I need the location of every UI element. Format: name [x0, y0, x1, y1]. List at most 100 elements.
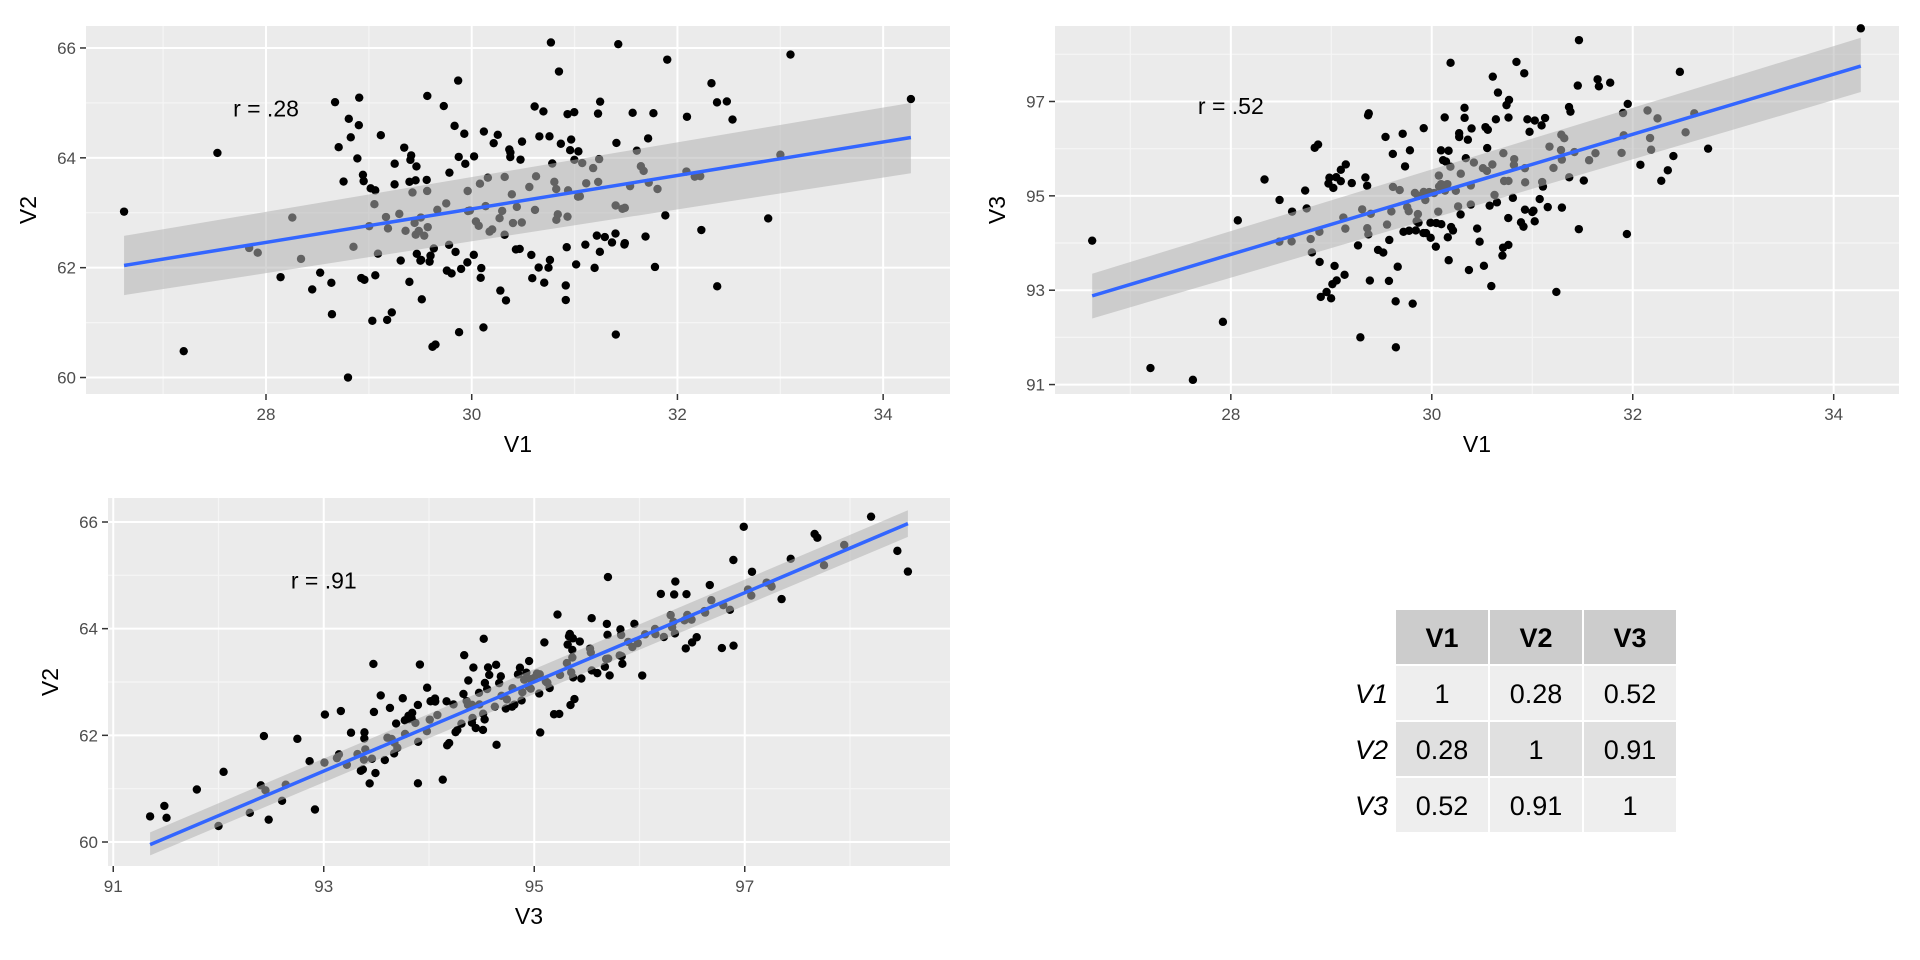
- data-point: [581, 240, 590, 249]
- data-point: [607, 238, 617, 247]
- data-point: [1579, 176, 1589, 185]
- data-point: [566, 700, 575, 710]
- data-point: [320, 710, 330, 719]
- data-point: [516, 155, 525, 164]
- data-point: [1464, 265, 1474, 275]
- data-point: [460, 650, 469, 660]
- data-point: [681, 644, 690, 653]
- data-point: [570, 107, 579, 117]
- data-point: [611, 330, 621, 339]
- data-point: [353, 154, 362, 163]
- table-header-label: V2: [1519, 623, 1552, 653]
- data-point: [553, 610, 562, 619]
- data-point: [493, 130, 502, 139]
- data-point: [1622, 229, 1632, 239]
- data-point: [491, 660, 501, 669]
- data-point: [354, 120, 364, 130]
- data-point: [417, 295, 427, 304]
- data-point: [1421, 228, 1431, 238]
- data-point: [556, 139, 566, 148]
- data-point: [369, 659, 378, 669]
- data-point: [1443, 233, 1453, 242]
- data-point: [476, 273, 485, 283]
- data-point: [396, 256, 405, 265]
- data-point: [477, 263, 486, 273]
- data-point: [729, 641, 738, 650]
- data-point: [1146, 363, 1155, 373]
- data-point: [119, 207, 129, 216]
- data-point: [376, 130, 386, 140]
- data-point: [641, 232, 650, 241]
- data-point: [722, 97, 732, 106]
- data-point: [707, 79, 716, 88]
- data-point: [739, 522, 748, 531]
- data-point: [649, 109, 658, 118]
- data-point: [1475, 237, 1484, 246]
- data-point: [1437, 220, 1446, 229]
- data-point: [1384, 276, 1394, 286]
- data-point: [339, 177, 348, 186]
- x-tick-label: 30: [462, 405, 481, 424]
- scatter-v3-v2: 91 93 95 97 60 62 64 66 r = .91 V3 V2: [37, 498, 950, 929]
- data-point: [1391, 343, 1401, 352]
- data-point: [1485, 201, 1494, 210]
- data-point: [390, 159, 399, 168]
- data-point: [463, 258, 472, 267]
- data-point: [1365, 276, 1375, 285]
- data-point: [527, 250, 536, 260]
- data-point: [1391, 297, 1400, 306]
- data-point: [1472, 224, 1482, 233]
- data-point: [1502, 100, 1511, 110]
- data-point: [663, 55, 672, 64]
- data-point: [496, 286, 505, 295]
- data-point: [1233, 216, 1243, 225]
- data-point: [442, 697, 451, 706]
- data-point: [661, 211, 670, 220]
- table-cell-value: 1: [1434, 679, 1449, 709]
- data-point: [416, 255, 426, 265]
- data-point: [305, 757, 314, 766]
- y-tick-label: 95: [1026, 187, 1045, 206]
- data-point: [1218, 317, 1228, 327]
- x-tick-label: 34: [874, 405, 893, 424]
- data-point: [1564, 102, 1574, 112]
- data-point: [602, 619, 612, 629]
- data-point: [451, 247, 460, 257]
- data-point: [1400, 162, 1410, 171]
- table-cell: [1584, 778, 1676, 832]
- data-point: [1436, 146, 1446, 155]
- data-point: [464, 676, 473, 685]
- data-point: [1492, 198, 1502, 207]
- data-point: [162, 813, 171, 823]
- correlation-annotation: r = .91: [291, 568, 357, 594]
- x-tick-label: 91: [104, 877, 123, 896]
- data-point: [489, 138, 498, 148]
- data-point: [438, 775, 447, 784]
- data-point: [1493, 88, 1503, 97]
- data-point: [595, 97, 605, 106]
- data-point: [1356, 333, 1365, 342]
- y-tick-label: 66: [79, 513, 98, 532]
- data-point: [1703, 144, 1713, 153]
- data-point: [682, 589, 691, 599]
- data-point: [360, 728, 369, 737]
- data-point: [587, 613, 596, 623]
- data-point: [712, 98, 722, 107]
- data-point: [444, 738, 454, 748]
- data-point: [1446, 58, 1455, 68]
- data-point: [405, 714, 414, 724]
- data-point: [593, 109, 603, 118]
- data-point: [415, 660, 425, 669]
- data-point: [1440, 113, 1449, 122]
- correlation-annotation: r = .52: [1198, 93, 1264, 119]
- data-point: [712, 282, 722, 291]
- data-point: [536, 728, 545, 737]
- data-point: [614, 39, 623, 49]
- x-tick-label: 28: [1221, 405, 1240, 424]
- data-point: [1463, 135, 1473, 144]
- data-point: [705, 580, 714, 590]
- data-point: [1300, 186, 1310, 195]
- data-point: [1523, 115, 1532, 124]
- data-point: [506, 148, 515, 157]
- data-point: [568, 634, 578, 643]
